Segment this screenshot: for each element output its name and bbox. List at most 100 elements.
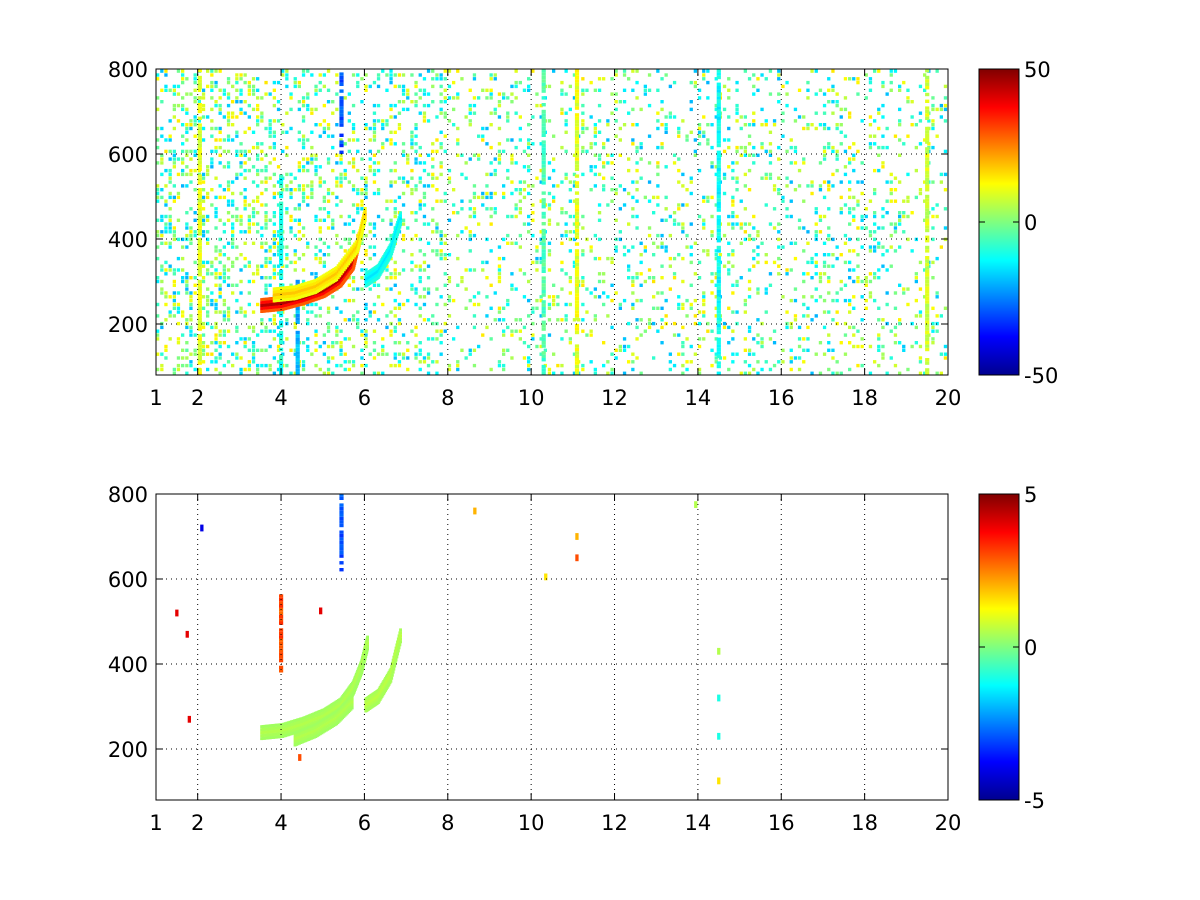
heatmap-cell <box>206 195 210 200</box>
heatmap-cell <box>510 161 514 165</box>
heatmap-column-cell <box>197 334 202 338</box>
heatmap-cell <box>518 337 522 341</box>
heatmap-cell <box>702 295 706 299</box>
heatmap-column-cell <box>295 337 300 341</box>
heatmap-ridge-cell <box>305 287 309 291</box>
heatmap-cell <box>164 241 168 245</box>
heatmap-ridge-cell <box>313 295 317 299</box>
heatmap-cell <box>939 115 943 119</box>
heatmap-cell <box>306 241 310 245</box>
heatmap-cell <box>172 84 176 89</box>
heatmap-cell <box>393 329 397 333</box>
heatmap-cell <box>235 172 239 177</box>
heatmap-ridge-cell <box>264 300 268 304</box>
heatmap-cell <box>597 203 602 207</box>
heatmap-cell <box>235 176 239 180</box>
heatmap-cell <box>681 119 685 123</box>
heatmap-cell <box>531 306 535 310</box>
heatmap-cell <box>189 126 193 131</box>
heatmap-cell <box>622 203 627 207</box>
heatmap-cell <box>572 184 577 188</box>
heatmap-column-cell <box>197 157 202 161</box>
heatmap-ridge-cell <box>289 297 292 301</box>
heatmap-cell <box>231 264 235 268</box>
heatmap-cell <box>689 344 693 349</box>
heatmap-cell <box>435 287 439 291</box>
heatmap-ridge-cell <box>260 298 264 302</box>
heatmap-cell <box>193 88 197 92</box>
heatmap-cell <box>856 279 860 284</box>
heatmap-cell <box>647 88 652 92</box>
heatmap-column-cell <box>541 86 546 90</box>
heatmap-cell <box>685 188 689 192</box>
heatmap-cell <box>381 302 385 307</box>
heatmap-column-cell <box>541 235 546 239</box>
heatmap-cell <box>489 96 493 100</box>
heatmap-cell <box>410 138 414 142</box>
heatmap-cell <box>160 172 164 177</box>
heatmap-column-cell <box>925 116 930 120</box>
heatmap-cell <box>368 352 372 356</box>
heatmap-cell <box>877 245 881 249</box>
heatmap-cell <box>235 134 239 138</box>
heatmap-column-cell <box>925 293 930 297</box>
heatmap-cell <box>372 119 377 123</box>
heatmap-cell <box>181 73 185 77</box>
heatmap-cell <box>260 329 264 333</box>
heatmap-cell <box>639 107 643 112</box>
heatmap-cell <box>301 184 306 188</box>
heatmap-cell <box>606 119 610 123</box>
heatmap-cell <box>435 138 439 142</box>
heatmap-cell <box>172 371 176 375</box>
heatmap-cell <box>168 230 172 234</box>
heatmap-cell <box>702 226 706 230</box>
heatmap-cell <box>201 214 206 219</box>
heatmap-ridge-cell <box>277 292 281 296</box>
heatmap-cell <box>235 100 239 104</box>
heatmap-cell <box>335 176 339 180</box>
heatmap-column-cell <box>541 89 546 93</box>
x-tick-label: 20 <box>935 386 962 410</box>
heatmap-cell <box>764 260 768 265</box>
heatmap-cell <box>272 253 276 257</box>
heatmap-cell <box>160 230 164 234</box>
heatmap-column-cell <box>574 310 580 314</box>
heatmap-ridge-cell <box>353 248 356 252</box>
heatmap-cell <box>226 161 231 165</box>
heatmap-cell <box>314 107 318 112</box>
heatmap-cell <box>918 314 923 318</box>
heatmap-cell <box>647 276 652 280</box>
heatmap-cell <box>168 157 172 161</box>
heatmap-cell <box>364 302 368 307</box>
heatmap-cell <box>326 157 331 161</box>
heatmap-cell <box>256 103 260 108</box>
heatmap-cell <box>447 279 452 284</box>
heatmap-ridge-cell <box>295 293 298 297</box>
heatmap-cell <box>410 329 414 333</box>
heatmap-cell <box>376 84 381 89</box>
heatmap-cell <box>181 149 185 154</box>
heatmap-cell <box>539 344 543 349</box>
heatmap-ridge-cell <box>316 294 320 298</box>
heatmap-column-cell <box>339 120 344 124</box>
heatmap-cell <box>185 325 189 330</box>
heatmap-cell <box>160 291 164 295</box>
heatmap-cell <box>368 165 372 169</box>
heatmap-cell <box>172 165 176 169</box>
heatmap-cell <box>239 107 243 112</box>
heatmap-cell <box>914 298 918 303</box>
heatmap-cell <box>635 168 639 173</box>
heatmap-ridge-cell <box>281 298 285 302</box>
heatmap-cell <box>848 298 852 303</box>
heatmap-cell <box>756 88 760 92</box>
heatmap-cell <box>347 283 351 287</box>
heatmap-cell <box>914 341 918 345</box>
heatmap-ridge-cell <box>318 293 322 297</box>
heatmap-cell <box>414 264 418 268</box>
heatmap-cell <box>381 126 385 131</box>
heatmap-cell <box>493 157 497 161</box>
heatmap-column-cell <box>925 126 930 131</box>
heatmap-cell <box>218 260 222 265</box>
heatmap-ridge-cell <box>330 277 334 281</box>
heatmap-ridge-cell <box>299 292 303 296</box>
